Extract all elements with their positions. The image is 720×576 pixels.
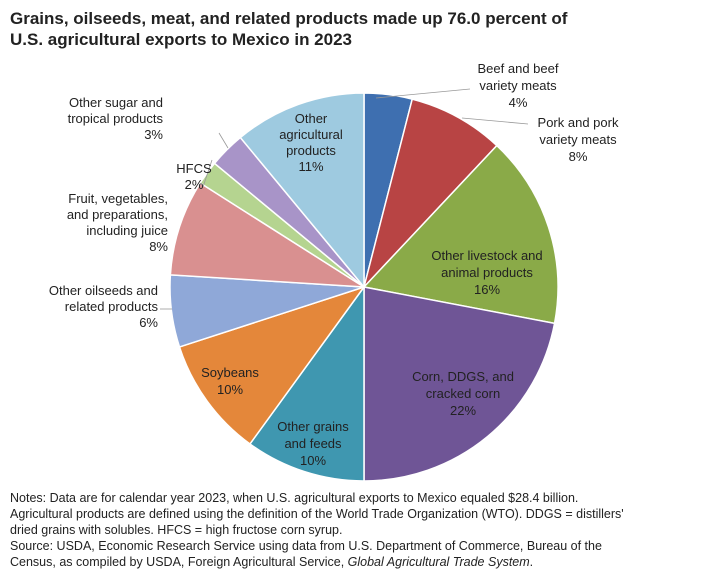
pie-slice	[239, 92, 365, 290]
data-label-line: variety meats	[479, 78, 557, 93]
title-line: Grains, oilseeds, meat, and related prod…	[10, 9, 568, 28]
data-label-line: 16%	[474, 282, 500, 297]
data-label: Other livestock and animal products 16%	[431, 248, 542, 297]
data-label-line: cracked corn	[426, 386, 500, 401]
data-label-line: Pork and pork	[538, 115, 619, 130]
data-label-line: Soybeans	[201, 365, 259, 380]
data-label-line: Beef and beef	[478, 61, 559, 76]
notes-line: Notes: Data are for calendar year 2023, …	[10, 491, 579, 505]
data-label-line: agricultural	[279, 127, 343, 142]
leader-line	[202, 159, 213, 188]
data-label-line: 4%	[509, 95, 528, 110]
data-label-line: Other sugar and	[69, 95, 163, 110]
leader-line	[218, 132, 229, 149]
data-label-line: 8%	[149, 239, 168, 254]
notes-line: dried grains with solubles. HFCS = high …	[10, 523, 343, 537]
title-line: U.S. agricultural exports to Mexico in 2…	[10, 30, 352, 49]
notes: Notes: Data are for calendar year 2023, …	[10, 490, 715, 570]
data-label: Other grains and feeds 10%	[277, 419, 349, 468]
data-label-line: products	[286, 143, 336, 158]
data-label-line: 2%	[185, 177, 204, 192]
data-label-line: 10%	[300, 453, 326, 468]
data-label: Soybeans 10%	[201, 365, 259, 397]
data-label-line: 22%	[450, 403, 476, 418]
data-label-line: Fruit, vegetables,	[68, 191, 168, 206]
data-label-line: 10%	[217, 382, 243, 397]
source-line: Census, as compiled by USDA, Foreign Agr…	[10, 554, 715, 570]
pie-slice	[363, 286, 556, 482]
data-label: Beef and beef variety meats 4%	[478, 61, 559, 110]
data-label-line: including juice	[86, 223, 168, 238]
source-text: Census, as compiled by USDA, Foreign Agr…	[10, 555, 348, 569]
data-label: Pork and pork variety meats 8%	[538, 115, 619, 164]
source-italic: Global Agricultural Trade System	[347, 555, 530, 569]
pie-slice	[178, 285, 366, 445]
data-label-line: 3%	[144, 127, 163, 142]
data-label-line: Other oilseeds and	[49, 283, 158, 298]
data-label: Other sugar and tropical products 3%	[68, 95, 164, 142]
data-label-line: tropical products	[68, 111, 164, 126]
data-label: Other agricultural products 11%	[279, 111, 343, 174]
pie-chart: Beef and beef variety meats 4% Pork and por…	[49, 61, 619, 482]
data-label-line: Other livestock and	[431, 248, 542, 263]
data-label-line: Corn, DDGS, and	[412, 369, 514, 384]
data-label-line: variety meats	[539, 132, 617, 147]
data-label-line: Other	[295, 111, 328, 126]
pie-slice	[169, 182, 365, 288]
leader-line	[461, 117, 529, 125]
data-label: Corn, DDGS, and cracked corn 22%	[412, 369, 514, 418]
pie-slice	[363, 98, 498, 288]
pie-slice	[248, 284, 365, 482]
data-label-line: and preparations,	[67, 207, 168, 222]
leader-line	[375, 88, 471, 99]
source-text: .	[529, 555, 534, 569]
data-label-line: HFCS	[176, 161, 212, 176]
data-label: Other oilseeds and related products 6%	[49, 283, 159, 330]
data-label-line: and feeds	[284, 436, 342, 451]
data-label: HFCS 2%	[176, 161, 212, 192]
data-label-line: animal products	[441, 265, 533, 280]
chart-title: Grains, oilseeds, meat, and related prod…	[10, 8, 567, 50]
data-label: Fruit, vegetables, and preparations, inclu…	[67, 191, 169, 254]
pie-slice	[362, 144, 559, 325]
data-label-line: 6%	[139, 315, 158, 330]
data-label-line: Other grains	[277, 419, 349, 434]
data-label-line: 11%	[298, 159, 323, 174]
source-line: Source: USDA, Economic Research Service …	[10, 539, 602, 553]
data-label-line: 8%	[569, 149, 588, 164]
notes-line: Agricultural products are defined using …	[10, 507, 624, 521]
data-label-line: related products	[65, 299, 159, 314]
